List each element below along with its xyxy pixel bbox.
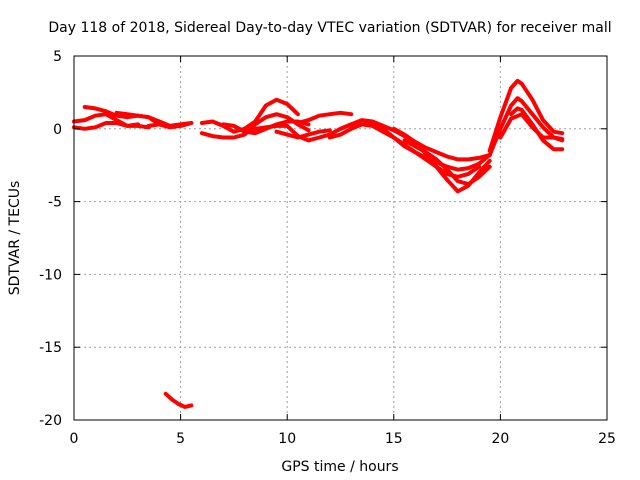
series-early-b xyxy=(72,121,140,131)
series-end-d xyxy=(498,112,565,141)
series-mid-f xyxy=(274,128,332,140)
series-mid-e xyxy=(295,110,354,125)
x-tick-label: 0 xyxy=(70,431,79,447)
x-tick-label: 15 xyxy=(385,431,403,447)
y-tick-label: -10 xyxy=(39,267,62,283)
chart-title: Day 118 of 2018, Sidereal Day-to-day VTE… xyxy=(48,20,611,36)
series-isolated-arc xyxy=(163,391,194,409)
x-tick-label: 20 xyxy=(491,431,509,447)
axis-ticks: 0 5 10 15 20 25 -20 -15 -10 -5 0 5 xyxy=(39,49,616,447)
series-late-c xyxy=(349,122,482,179)
y-tick-label: -20 xyxy=(39,413,62,429)
plot-frame xyxy=(73,55,608,421)
x-tick-label: 5 xyxy=(176,431,185,447)
x-axis-label: GPS time / hours xyxy=(281,459,398,475)
y-tick-label: -15 xyxy=(39,340,62,356)
y-tick-label: -5 xyxy=(48,195,62,211)
y-axis-label: SDTVAR / TECUs xyxy=(7,181,23,296)
series-end-b xyxy=(487,96,565,157)
x-tick-label: 10 xyxy=(278,431,296,447)
series-early-e xyxy=(146,121,194,130)
series-late-e xyxy=(402,138,492,187)
series-end-a xyxy=(487,78,565,153)
series-mid-a xyxy=(199,97,300,134)
y-tick-label: 5 xyxy=(53,49,62,65)
y-tick-label: 0 xyxy=(53,122,62,138)
x-tick-label: 25 xyxy=(598,431,616,447)
data-series xyxy=(72,78,565,409)
